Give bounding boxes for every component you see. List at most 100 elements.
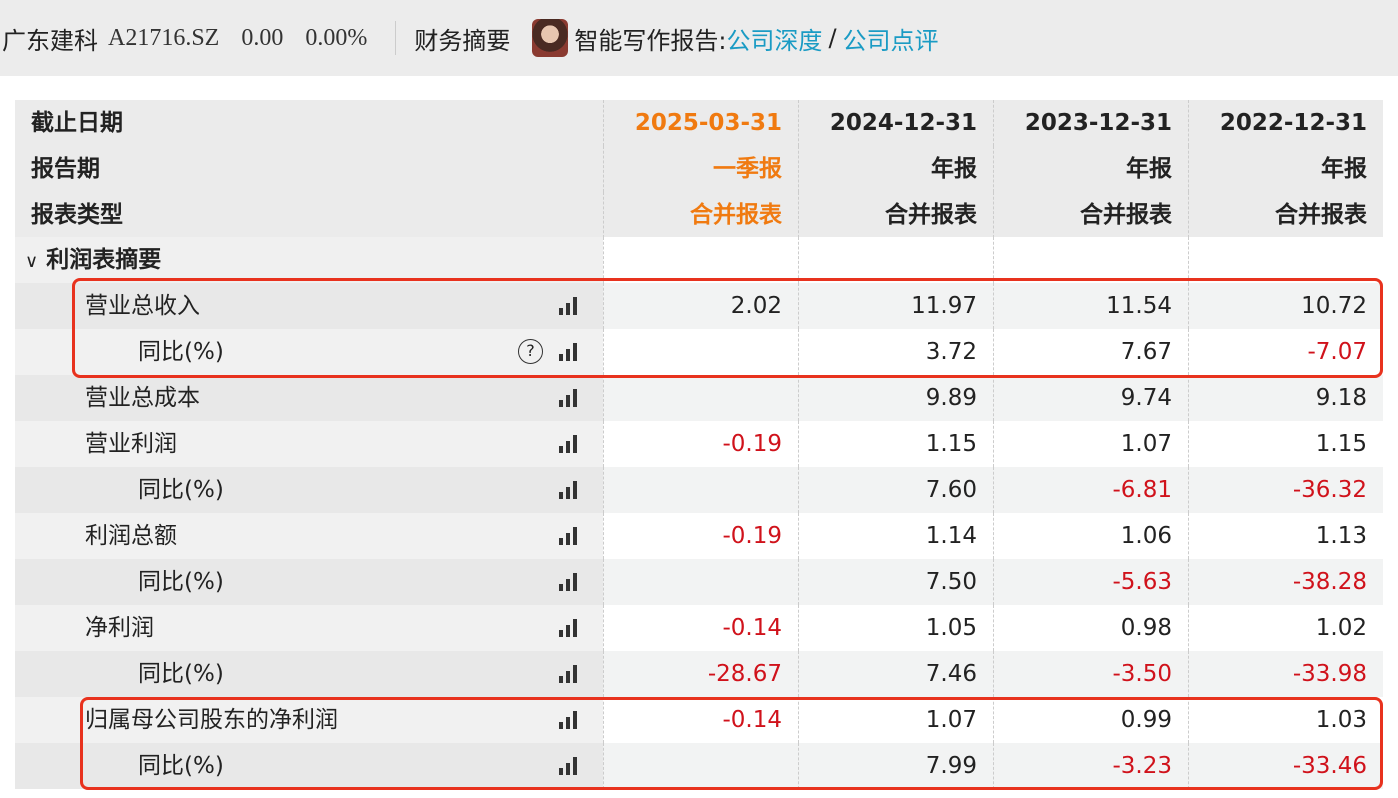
value-cell: 3.72: [798, 329, 993, 375]
value-cell: 0.99: [993, 697, 1188, 743]
value-cell: [603, 467, 798, 513]
header-date: 2023-12-31: [993, 100, 1188, 146]
bar-chart-icon[interactable]: [559, 343, 581, 361]
value-cell: 1.14: [798, 513, 993, 559]
value-cell: 7.46: [798, 651, 993, 697]
help-icon[interactable]: ?: [518, 339, 543, 364]
header-period: 年报: [1188, 146, 1383, 192]
row-label-cell: 同比(%)?: [15, 329, 603, 375]
value-cell: 7.50: [798, 559, 993, 605]
value-cell: -33.46: [1188, 743, 1383, 789]
bar-chart-icon[interactable]: [559, 619, 581, 637]
table-row: 同比(%) 7.99 -3.23 -33.46: [15, 743, 1383, 789]
table-row: 净利润 -0.14 1.05 0.98 1.02: [15, 605, 1383, 651]
change-percent: 0.00%: [305, 24, 368, 51]
value-cell: -0.19: [603, 421, 798, 467]
value-cell: 1.06: [993, 513, 1188, 559]
row-label: 同比(%): [138, 753, 224, 779]
highlight-box-revenue: [72, 278, 1383, 378]
empty-cell: [1188, 237, 1383, 283]
row-label-cell: 营业利润: [15, 421, 603, 467]
bar-chart-icon[interactable]: [559, 665, 581, 683]
row-label-cell: 同比(%): [15, 651, 603, 697]
header-type: 合并报表: [798, 192, 993, 238]
row-label: 同比(%): [138, 339, 224, 365]
value-cell: -5.63: [993, 559, 1188, 605]
row-label: 同比(%): [138, 661, 224, 687]
table-row: 同比(%)? 3.72 7.67 -7.07: [15, 329, 1383, 375]
value-cell: [603, 559, 798, 605]
bar-chart-icon[interactable]: [559, 435, 581, 453]
table-row: 同比(%) 7.60 -6.81 -36.32: [15, 467, 1383, 513]
row-label-cell: 同比(%): [15, 467, 603, 513]
value-cell: 1.13: [1188, 513, 1383, 559]
empty-cell: [993, 237, 1188, 283]
value-cell: 1.07: [798, 697, 993, 743]
value-cell: 1.05: [798, 605, 993, 651]
section-label[interactable]: ∨ 利润表摘要: [15, 237, 603, 283]
value-cell: 1.02: [1188, 605, 1383, 651]
value-cell: 9.89: [798, 375, 993, 421]
value-cell: -3.23: [993, 743, 1188, 789]
bar-chart-icon[interactable]: [559, 481, 581, 499]
report-label: 智能写作报告:: [574, 26, 727, 55]
stock-code: A21716.SZ: [108, 24, 220, 51]
bar-chart-icon[interactable]: [559, 389, 581, 407]
header-period: 年报: [798, 146, 993, 192]
row-label: 营业总收入: [85, 293, 200, 319]
header-date: 2024-12-31: [798, 100, 993, 146]
value-cell: -28.67: [603, 651, 798, 697]
row-label: 营业利润: [85, 431, 177, 457]
table-row: 利润总额 -0.19 1.14 1.06 1.13: [15, 513, 1383, 559]
header-date: 2025-03-31: [603, 100, 798, 146]
value-cell: [603, 743, 798, 789]
header-period: 年报: [993, 146, 1188, 192]
row-label-cell: 同比(%): [15, 559, 603, 605]
value-cell: 2.02: [603, 283, 798, 329]
table-row: 营业利润 -0.19 1.15 1.07 1.15: [15, 421, 1383, 467]
header-row: 报表类型 合并报表 合并报表 合并报表 合并报表: [15, 192, 1383, 238]
header-date: 2022-12-31: [1188, 100, 1383, 146]
row-label-cell: 净利润: [15, 605, 603, 651]
value-cell: 10.72: [1188, 283, 1383, 329]
row-label: 利润总额: [85, 523, 177, 549]
financial-table: 截止日期 2025-03-31 2024-12-31 2023-12-31 2022-1…: [15, 100, 1383, 790]
value-cell: 11.97: [798, 283, 993, 329]
value-cell: [603, 375, 798, 421]
row-label: 营业总成本: [85, 385, 200, 411]
empty-cell: [798, 237, 993, 283]
value-cell: 0.98: [993, 605, 1188, 651]
table-header: 截止日期 2025-03-31 2024-12-31 2023-12-31 2022-1…: [15, 100, 1383, 238]
header-row: 截止日期 2025-03-31 2024-12-31 2023-12-31 2022-1…: [15, 100, 1383, 146]
chevron-down-icon[interactable]: ∨: [25, 251, 39, 272]
link-company-review[interactable]: 公司点评: [842, 26, 939, 55]
bar-chart-icon[interactable]: [559, 573, 581, 591]
value-cell: 7.60: [798, 467, 993, 513]
row-label-cell: 营业总收入: [15, 283, 603, 329]
value-cell: 9.74: [993, 375, 1188, 421]
value-cell: 1.15: [798, 421, 993, 467]
value-cell: -36.32: [1188, 467, 1383, 513]
bar-chart-icon[interactable]: [559, 757, 581, 775]
value-cell: 9.18: [1188, 375, 1383, 421]
header-row: 报告期 一季报 年报 年报 年报: [15, 146, 1383, 192]
row-label: 净利润: [85, 615, 154, 641]
table-row: 同比(%) -28.67 7.46 -3.50 -33.98: [15, 651, 1383, 697]
link-company-depth[interactable]: 公司深度: [726, 26, 823, 55]
bar-chart-icon[interactable]: [559, 527, 581, 545]
header-period: 一季报: [603, 146, 798, 192]
value-cell: [603, 329, 798, 375]
company-name: 广东建科: [2, 28, 98, 55]
header-label: 截止日期: [31, 110, 123, 136]
bar-chart-icon[interactable]: [559, 297, 581, 315]
value-cell: 7.99: [798, 743, 993, 789]
value-cell: 1.15: [1188, 421, 1383, 467]
bar-chart-icon[interactable]: [559, 711, 581, 729]
table-row: 同比(%) 7.50 -5.63 -38.28: [15, 559, 1383, 605]
table-row: 营业总收入 2.02 11.97 11.54 10.72: [15, 283, 1383, 329]
section-title[interactable]: 财务摘要: [414, 26, 511, 55]
section-row[interactable]: ∨ 利润表摘要: [15, 237, 1383, 283]
header-type: 合并报表: [603, 192, 798, 238]
value-cell: 1.03: [1188, 697, 1383, 743]
slash: /: [828, 24, 837, 52]
